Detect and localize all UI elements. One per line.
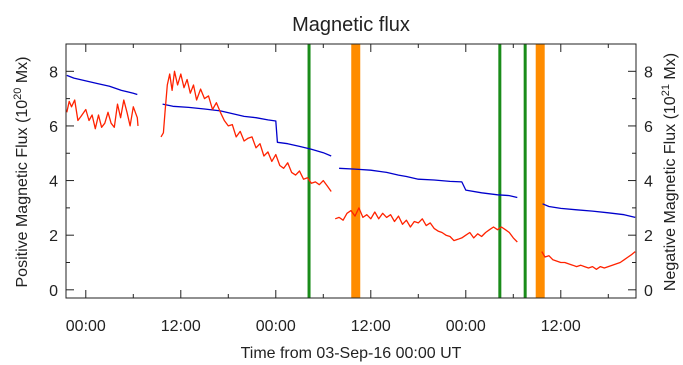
red-series-line-4: [541, 251, 636, 270]
x-tick-label: 00:00: [66, 318, 106, 335]
green-event-marker-4: [523, 44, 527, 298]
right-y-tick-label: 4: [644, 174, 653, 191]
red-series-line-1: [66, 99, 139, 130]
left-axis-title-exponent: 20: [12, 88, 24, 100]
blue-series-line-2: [162, 103, 332, 157]
x-tick-label: 00:00: [256, 318, 296, 335]
data-series: [66, 70, 636, 270]
green-event-marker-1: [307, 44, 311, 298]
orange-event-marker-5: [535, 44, 545, 298]
left-y-tick-label: 0: [49, 283, 58, 300]
x-axis-title: Time from 03-Sep-16 00:00 UT: [241, 345, 462, 362]
axis-ticks: 00:00 12:00 00:00 12:00 00:00 12:00 0 2 4 6 8 0 2 4 6 8: [49, 43, 653, 335]
right-y-tick-label: 0: [644, 283, 653, 300]
right-y-tick-label: 6: [644, 119, 653, 136]
x-tick-label: 00:00: [446, 318, 486, 335]
blue-series-line-4: [542, 203, 636, 219]
left-y-tick-label: 2: [49, 228, 58, 245]
right-axis-title-text: Negative Magnetic Flux (10: [662, 96, 679, 291]
event-markers: [307, 44, 545, 298]
right-axis-title-unit: Mx): [662, 53, 679, 84]
red-series-line-2: [160, 70, 332, 192]
x-tick-label: 12:00: [351, 318, 391, 335]
orange-event-marker-2: [351, 44, 361, 298]
right-axis-title: Negative Magnetic Flux (1021 Mx): [660, 53, 679, 291]
left-y-tick-label: 4: [49, 174, 58, 191]
x-tick-label: 12:00: [541, 318, 581, 335]
right-y-tick-label: 2: [644, 228, 653, 245]
red-series-line-3: [334, 207, 518, 243]
x-tick-label: 12:00: [161, 318, 201, 335]
left-y-tick-label: 8: [49, 64, 58, 81]
chart-title: Magnetic flux: [292, 14, 410, 36]
left-axis-title-text: Positive Magnetic Flux (10: [14, 100, 31, 288]
blue-series-line-3: [339, 167, 518, 199]
green-event-marker-3: [498, 44, 502, 298]
blue-series-line-1: [66, 74, 138, 96]
right-y-tick-label: 8: [644, 64, 653, 81]
left-axis-title: Positive Magnetic Flux (1020 Mx): [12, 57, 31, 288]
right-axis-title-exponent: 21: [660, 84, 672, 96]
left-y-tick-label: 6: [49, 119, 58, 136]
plot-frame: [65, 43, 637, 299]
left-axis-title-unit: Mx): [14, 57, 31, 88]
